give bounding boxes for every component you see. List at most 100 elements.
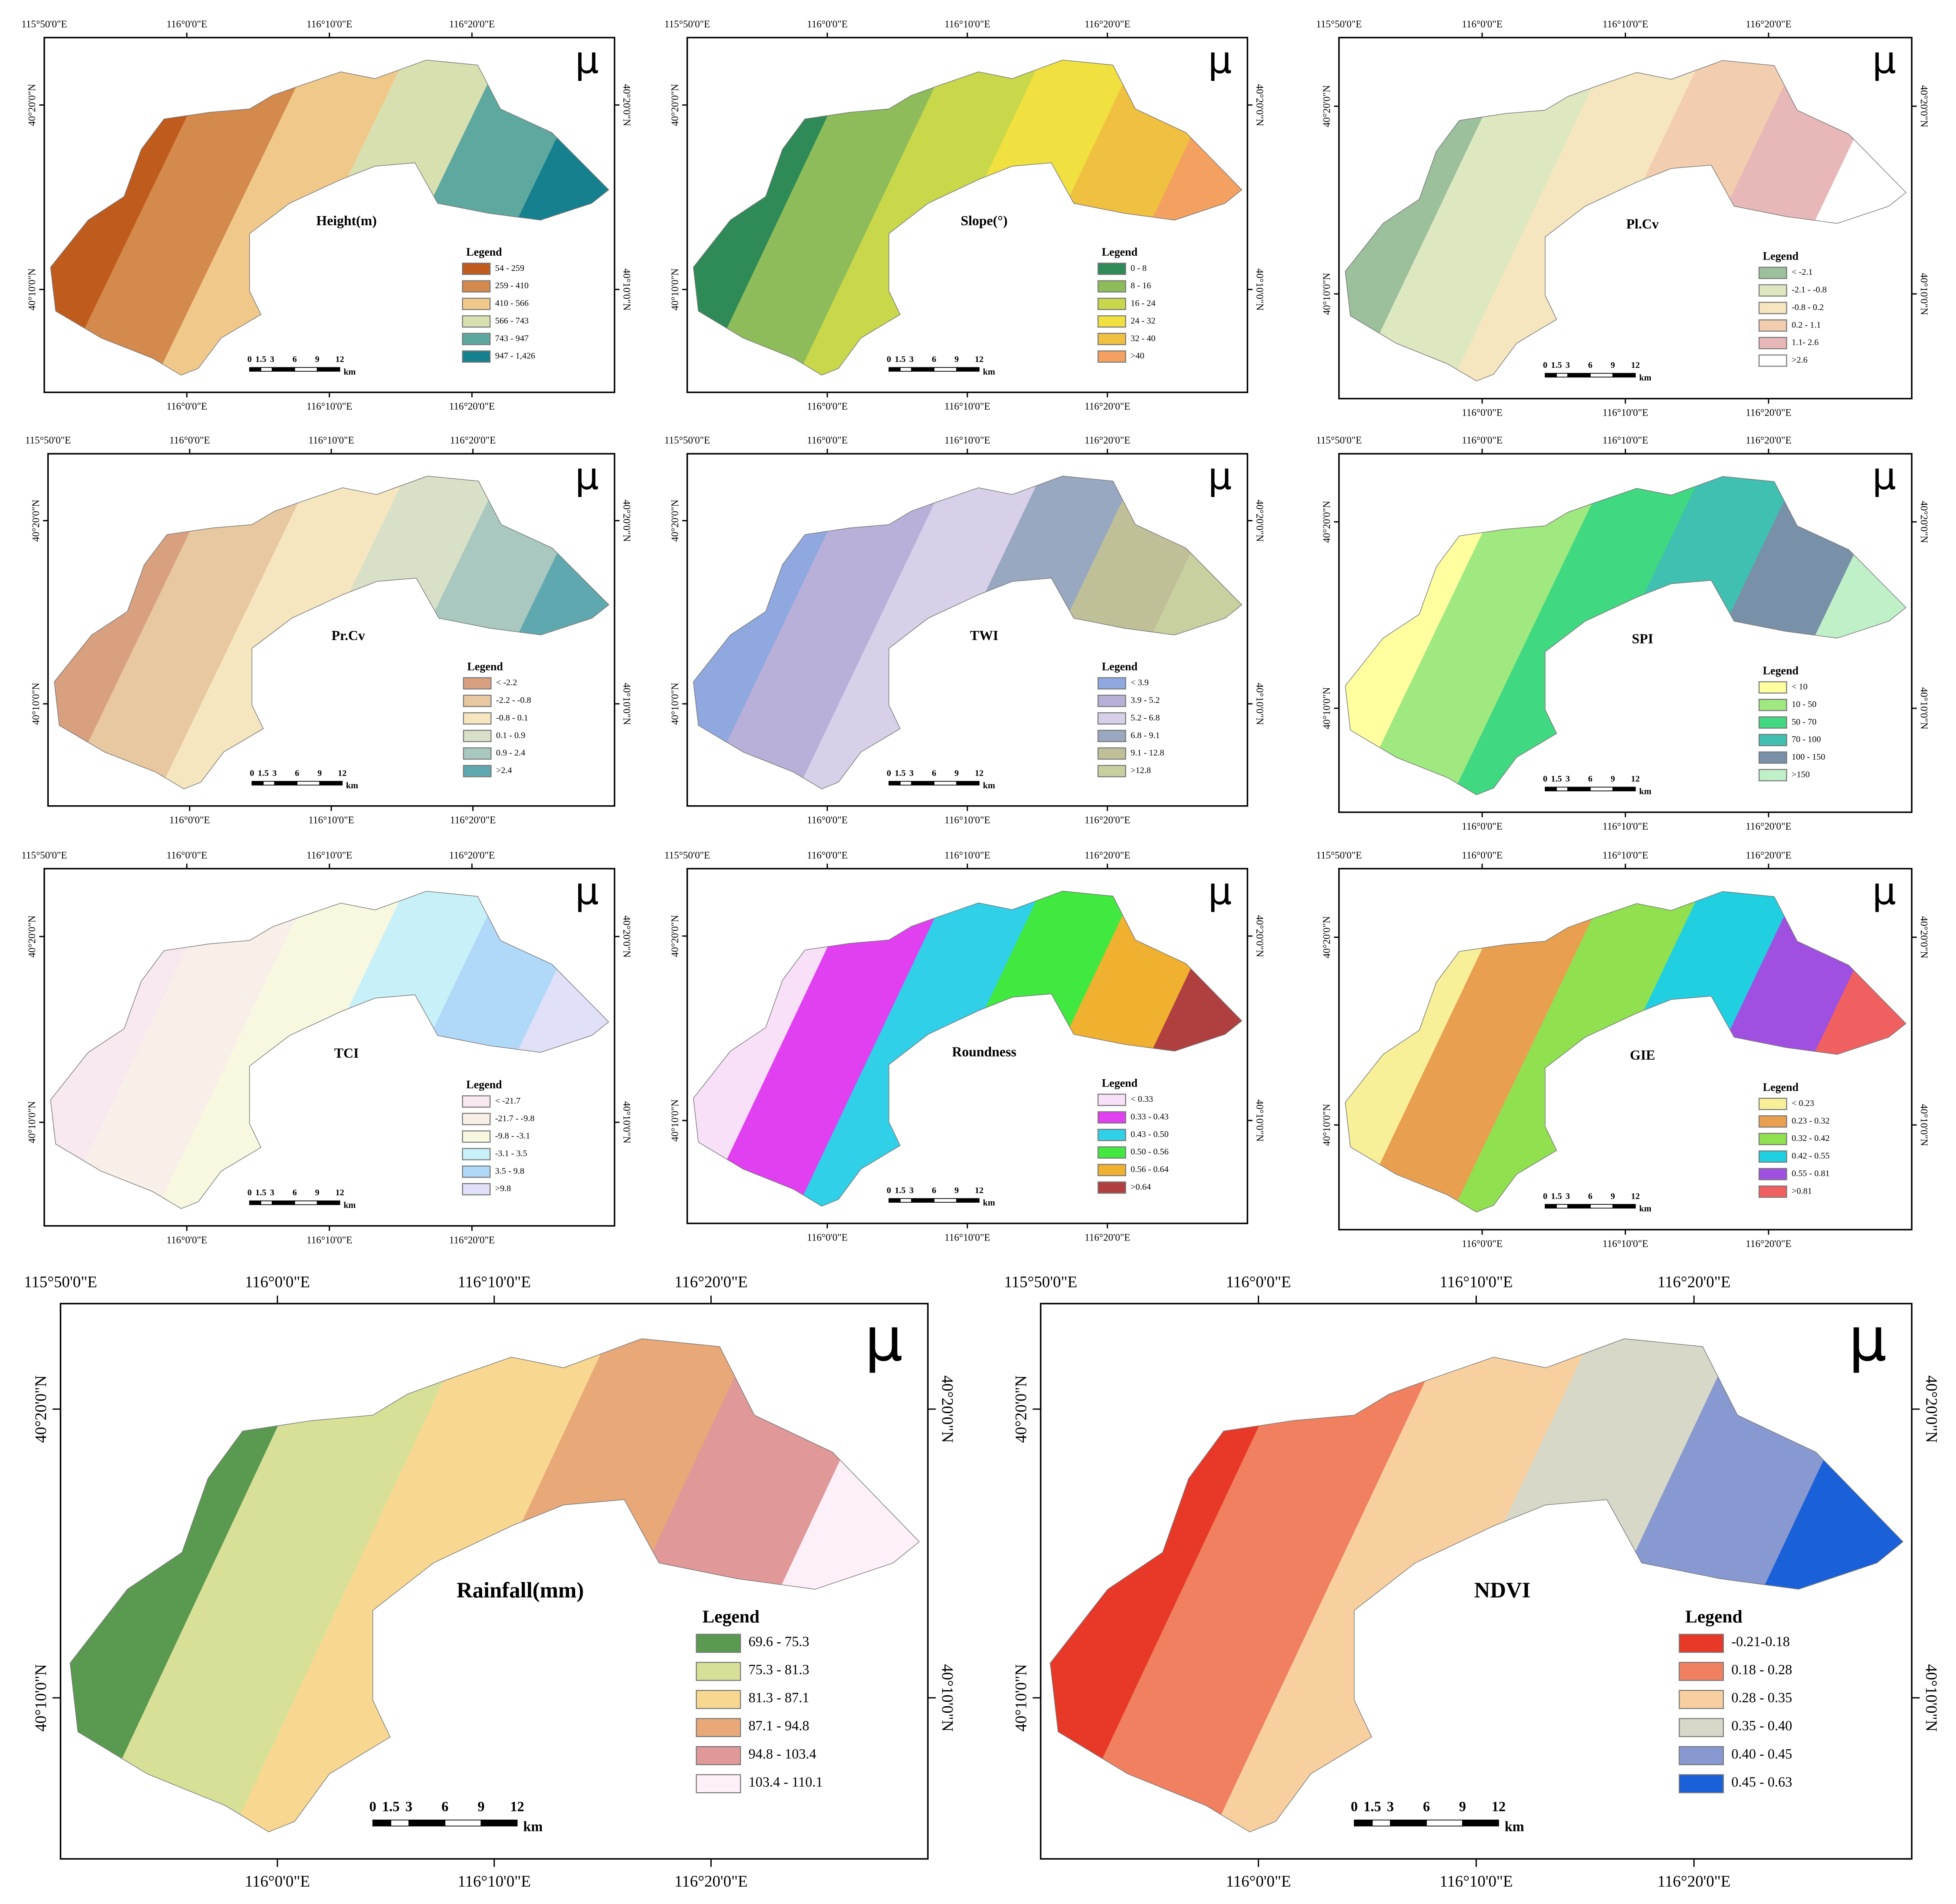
legend-title: Legend	[1102, 246, 1138, 258]
lon-label-bottom: 116°10'0"E	[458, 1872, 531, 1890]
lat-label-left: 40°10'0"N	[1321, 1104, 1332, 1146]
scale-segment	[900, 1198, 912, 1203]
scale-label: 6	[1588, 360, 1593, 370]
scale-label: 3	[909, 1186, 913, 1195]
legend-label: 259 - 410	[495, 281, 529, 290]
legend-swatch	[1758, 284, 1787, 297]
lon-label-top: 116°20'0"E	[1746, 434, 1791, 446]
legend-title: Legend	[1763, 664, 1799, 677]
north-arrow: μ	[1849, 1304, 1887, 1374]
legend-title: Legend	[1102, 660, 1138, 673]
lat-label-right: 40°10'0"N	[1919, 687, 1930, 729]
legend-label: 0.35 - 0.40	[1731, 1718, 1792, 1734]
region-outline	[693, 476, 1243, 790]
scale-unit: km	[1639, 787, 1651, 797]
lat-label-left: 40°20'0"N	[1321, 85, 1332, 127]
legend-label: -0.8 - 0.1	[496, 713, 528, 723]
lon-label-bottom: 116°20'0"E	[1085, 400, 1130, 412]
legend-label: 0.43 - 0.50	[1131, 1130, 1169, 1139]
legend-swatch	[463, 747, 492, 760]
legend-label: < 0.33	[1131, 1094, 1153, 1104]
scale-segment	[900, 367, 912, 372]
scale-label: 12	[335, 355, 344, 364]
map-title: Rainfall(mm)	[457, 1578, 584, 1602]
map-panel: 115°50'0"E 116°0'0"E 116°0'0"E 116°10'0"E 11…	[1316, 434, 1930, 832]
scale-label: 1.5	[895, 1186, 906, 1195]
legend-swatch	[1097, 1146, 1126, 1159]
legend-swatch	[1679, 1746, 1724, 1765]
legend-title: Legend	[466, 246, 502, 258]
scale-segment	[956, 367, 980, 372]
legend-label: 87.1 - 94.8	[749, 1718, 810, 1734]
north-arrow: μ	[1872, 870, 1896, 913]
scale-segment	[1390, 1819, 1427, 1827]
scale-segment	[933, 781, 957, 786]
north-arrow: μ	[1872, 39, 1896, 82]
region-outline	[70, 1338, 920, 1833]
legend-swatch	[463, 677, 492, 690]
legend-swatch	[696, 1718, 741, 1737]
lat-label-left: 40°20'0"N	[1321, 916, 1332, 958]
lon-label-bottom: 116°0'0"E	[169, 814, 210, 826]
legend-label: >9.8	[495, 1184, 511, 1194]
north-arrow: μ	[1872, 455, 1896, 498]
lat-label-left: 40°20'0"N	[26, 915, 37, 957]
scale-label: 0	[1351, 1799, 1358, 1814]
legend-label: 9.1 - 12.8	[1131, 748, 1164, 758]
scale-segment	[1545, 373, 1557, 378]
lat-label-left: 40°10'0"N	[669, 683, 680, 725]
legend-label: 10 - 50	[1792, 700, 1816, 709]
lat-label-right: 40°20'0"N	[621, 915, 633, 957]
legend-label: 5.2 - 6.8	[1131, 713, 1160, 723]
scale-label: 12	[975, 355, 983, 364]
lon-label-top: 116°10'0"E	[1603, 18, 1648, 30]
scale-label: 9	[954, 355, 959, 364]
legend-swatch	[462, 1165, 491, 1178]
map-title: Pr.Cv	[331, 628, 365, 643]
legend-label: 0.56 - 0.64	[1131, 1165, 1169, 1174]
lat-label-left: 40°10'0"N	[1321, 687, 1332, 729]
legend-label: >150	[1792, 770, 1810, 779]
scale-segment	[911, 367, 935, 372]
legend-swatch	[1758, 681, 1787, 694]
lon-label-top: 116°10'0"E	[1440, 1273, 1513, 1290]
lon-label-bottom: 116°10'0"E	[1603, 820, 1648, 832]
legend-swatch	[1097, 280, 1126, 293]
scale-label: 0	[887, 355, 891, 364]
lon-label-top: 115°50'0"E	[1004, 1273, 1077, 1290]
lat-label-right: 40°10'0"N	[1254, 268, 1266, 310]
legend-label: 743 - 947	[495, 333, 529, 343]
lat-label-left: 40°20'0"N	[669, 915, 680, 957]
legend-swatch	[1097, 1094, 1126, 1106]
legend-label: 50 - 70	[1792, 717, 1816, 727]
lat-label-right: 40°20'0"N	[1919, 501, 1930, 543]
legend-label: 1.1- 2.6	[1792, 338, 1819, 347]
scale-label: 1.5	[1551, 1191, 1562, 1201]
scale-label: 9	[317, 768, 322, 778]
legend-title: Legend	[1763, 1081, 1799, 1094]
legend-label: < 10	[1792, 682, 1808, 692]
lon-label-top: 116°0'0"E	[807, 434, 848, 446]
legend-label: 566 - 743	[495, 316, 529, 326]
scale-segment	[933, 1198, 957, 1203]
lon-label-top: 115°50'0"E	[664, 18, 710, 30]
lon-label-top: 116°20'0"E	[449, 849, 495, 860]
legend-label: 32 - 40	[1131, 333, 1156, 343]
lat-label-right: 40°20'0"N	[621, 84, 633, 126]
scale-label: 9	[954, 1186, 959, 1195]
lon-label-top: 116°20'0"E	[449, 18, 495, 30]
legend-swatch	[1097, 730, 1126, 742]
scale-segment	[251, 781, 264, 786]
scale-segment	[294, 367, 318, 372]
legend-swatch	[462, 1130, 491, 1143]
legend-label: 410 - 566	[495, 299, 529, 308]
legend-title: Legend	[466, 1078, 502, 1091]
lon-label-bottom: 116°20'0"E	[450, 814, 496, 826]
lat-label-right: 40°20'0"N	[1254, 500, 1266, 542]
legend-label: 0.2 - 1.1	[1792, 320, 1821, 330]
legend-swatch	[463, 730, 492, 742]
legend-swatch	[1758, 1150, 1787, 1163]
lon-label-top: 115°50'0"E	[664, 434, 710, 446]
scale-label: 9	[1611, 360, 1615, 370]
